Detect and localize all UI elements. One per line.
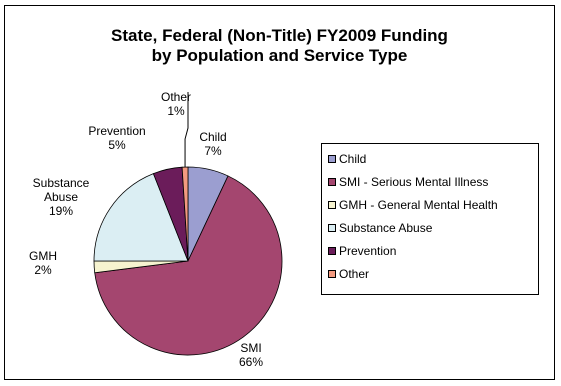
- legend-item-gmh: GMH - General Mental Health: [328, 197, 498, 213]
- pie-slice-smi: [94, 175, 283, 356]
- data-label-child: Child 7%: [199, 130, 226, 158]
- legend-label-prevention: Prevention: [339, 244, 397, 258]
- chart-title-line-1: State, Federal (Non-Title) FY2009 Fundin…: [111, 26, 448, 45]
- chart-frame: State, Federal (Non-Title) FY2009 Fundin…: [4, 5, 555, 380]
- data-label-prevention-line-2: 5%: [108, 138, 126, 152]
- legend-item-other: Other: [328, 266, 369, 282]
- data-label-other-line-1: Other: [161, 90, 191, 104]
- legend-item-prevention: Prevention: [328, 243, 396, 259]
- data-label-other: Other 1%: [161, 90, 191, 118]
- legend-item-substance-abuse: Substance Abuse: [328, 220, 432, 236]
- legend-swatch-substance-abuse: [328, 224, 336, 232]
- legend-swatch-gmh: [328, 201, 336, 209]
- legend-swatch-prevention: [328, 247, 336, 255]
- chart-legend: Child SMI - Serious Mental Illness GMH -…: [321, 143, 539, 295]
- legend-swatch-child: [328, 155, 336, 163]
- pie-chart: Child 7% SMI 66% GMH 2% Substance Abuse 19% Preve…: [29, 90, 283, 369]
- data-label-substance-abuse-line-1: Substance: [33, 176, 90, 190]
- leader-line-other: [184, 92, 189, 168]
- legend-swatch-smi: [328, 178, 336, 186]
- data-label-gmh-line-2: 2%: [34, 263, 52, 277]
- legend-label-child: Child: [339, 152, 367, 166]
- data-label-prevention: Prevention 5%: [88, 124, 145, 152]
- data-label-child-line-1: Child: [199, 130, 226, 144]
- data-label-smi-line-2: 66%: [239, 355, 263, 369]
- data-label-substance-abuse: Substance Abuse 19%: [33, 176, 90, 218]
- data-label-prevention-line-1: Prevention: [88, 124, 145, 138]
- legend-label-gmh: GMH - General Mental Health: [339, 198, 498, 212]
- legend-label-other: Other: [339, 267, 370, 281]
- data-label-gmh-line-1: GMH: [29, 249, 57, 263]
- legend-label-smi: SMI - Serious Mental Illness: [339, 175, 489, 189]
- chart-title: State, Federal (Non-Title) FY2009 Fundin…: [5, 26, 554, 66]
- data-label-other-line-2: 1%: [167, 104, 185, 118]
- data-label-child-line-2: 7%: [204, 144, 222, 158]
- legend-swatch-other: [328, 270, 336, 278]
- data-label-substance-abuse-line-3: 19%: [49, 204, 73, 218]
- pie-slice-substance-abuse: [93, 173, 189, 262]
- data-label-smi: SMI 66%: [239, 341, 263, 369]
- data-label-gmh: GMH 2%: [29, 249, 57, 277]
- data-label-smi-line-1: SMI: [240, 341, 261, 355]
- chart-title-line-2: by Population and Service Type: [151, 46, 408, 65]
- data-label-substance-abuse-line-2: Abuse: [44, 190, 78, 204]
- legend-label-substance-abuse: Substance Abuse: [339, 221, 433, 235]
- legend-item-child: Child: [328, 151, 366, 167]
- legend-item-smi: SMI - Serious Mental Illness: [328, 174, 488, 190]
